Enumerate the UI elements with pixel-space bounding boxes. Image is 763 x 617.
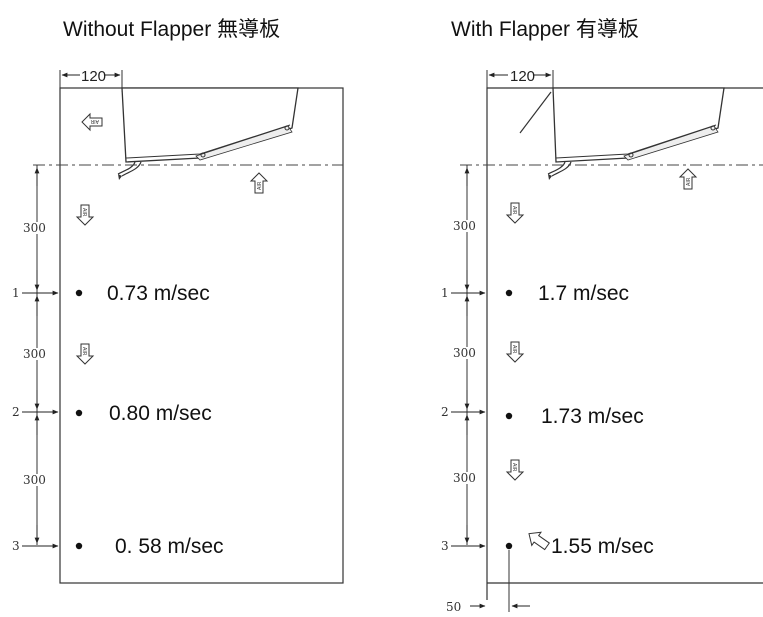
right-point-number-1: 1 bbox=[441, 286, 449, 300]
left-top-dim-label: 120 bbox=[81, 68, 106, 85]
left-point-number-3: 3 bbox=[12, 539, 20, 553]
right-flapper bbox=[519, 91, 552, 134]
svg-text:AIR: AIR bbox=[686, 177, 692, 186]
left-air-arrow-return: AIR bbox=[249, 172, 269, 194]
right-point-number-3: 3 bbox=[441, 539, 449, 553]
svg-text:AIR: AIR bbox=[81, 208, 87, 217]
left-panel: Without Flapper 無導板 120 AIR bbox=[12, 18, 344, 584]
left-ac-unit bbox=[117, 87, 299, 180]
right-speed-3: 1.55 m/sec bbox=[551, 535, 654, 558]
left-air-arrow-down-2: AIR bbox=[75, 343, 95, 365]
right-panel: With Flapper 有導板 120 AI bbox=[441, 18, 763, 614]
right-measure-dot-1 bbox=[505, 289, 513, 297]
right-air-arrow-down-2: AIR bbox=[505, 341, 525, 363]
left-measure-dot-1 bbox=[75, 289, 83, 297]
svg-text:AIR: AIR bbox=[511, 463, 517, 472]
left-vertical-dimension: 300 300 300 bbox=[22, 165, 50, 547]
svg-text:AIR: AIR bbox=[511, 206, 517, 215]
right-top-dimension: 120 bbox=[486, 68, 554, 92]
left-top-dimension: 120 bbox=[59, 68, 123, 92]
right-air-arrow-return: AIR bbox=[678, 168, 698, 190]
svg-text:AIR: AIR bbox=[511, 345, 517, 354]
left-point-2: 2 0.80 m/sec bbox=[12, 402, 212, 425]
right-point-number-2: 2 bbox=[441, 405, 449, 419]
right-speed-1: 1.7 m/sec bbox=[538, 282, 629, 305]
left-measure-dot-3 bbox=[75, 542, 83, 550]
left-title: Without Flapper 無導板 bbox=[63, 18, 280, 41]
left-measure-dot-2 bbox=[75, 409, 83, 417]
right-spacing-label-3: 300 bbox=[453, 471, 476, 485]
svg-text:AIR: AIR bbox=[257, 181, 263, 190]
left-point-number-2: 2 bbox=[12, 405, 20, 419]
right-measure-dot-2 bbox=[505, 412, 513, 420]
left-air-arrow-down-1: AIR bbox=[75, 204, 95, 226]
left-point-number-1: 1 bbox=[12, 286, 20, 300]
right-point-1: 1 1.7 m/sec bbox=[441, 282, 629, 305]
left-air-arrow-intake: AIR bbox=[81, 112, 103, 132]
right-air-arrow-down-1: AIR bbox=[505, 202, 525, 224]
right-speed-2: 1.73 m/sec bbox=[541, 405, 644, 428]
right-vertical-dimension: 300 300 300 bbox=[452, 165, 480, 547]
right-title: With Flapper 有導板 bbox=[451, 18, 639, 41]
left-spacing-label-1: 300 bbox=[23, 221, 46, 235]
right-bottom-dim-label: 50 bbox=[446, 600, 461, 614]
right-top-dim-label: 120 bbox=[510, 68, 535, 85]
right-spacing-label-1: 300 bbox=[453, 219, 476, 233]
right-air-arrow-point-3 bbox=[528, 531, 551, 551]
left-room-outline bbox=[59, 87, 344, 584]
left-spacing-label-3: 300 bbox=[23, 473, 46, 487]
left-speed-1: 0.73 m/sec bbox=[107, 282, 210, 305]
svg-text:AIR: AIR bbox=[90, 118, 99, 124]
left-speed-3: 0. 58 m/sec bbox=[115, 535, 224, 558]
right-measure-dot-3 bbox=[505, 542, 513, 550]
left-spacing-label-2: 300 bbox=[23, 347, 46, 361]
right-bottom-dimension: 50 bbox=[446, 550, 530, 614]
right-point-2: 2 1.73 m/sec bbox=[441, 405, 644, 428]
right-point-3: 3 1.55 m/sec bbox=[441, 535, 654, 558]
left-speed-2: 0.80 m/sec bbox=[109, 402, 212, 425]
svg-text:AIR: AIR bbox=[81, 347, 87, 356]
left-point-1: 1 0.73 m/sec bbox=[12, 282, 210, 305]
right-spacing-label-2: 300 bbox=[453, 346, 476, 360]
right-air-arrow-down-3: AIR bbox=[505, 459, 525, 481]
left-point-3: 3 0. 58 m/sec bbox=[12, 535, 224, 558]
right-ac-unit bbox=[547, 87, 725, 180]
